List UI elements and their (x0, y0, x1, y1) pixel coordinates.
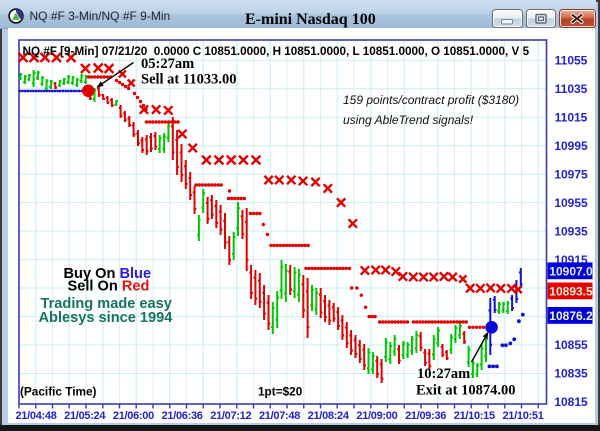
svg-text:10907.0: 10907.0 (549, 265, 593, 279)
svg-text:10876.2: 10876.2 (549, 309, 593, 323)
svg-text:21/06:36: 21/06:36 (162, 410, 203, 422)
svg-text:Buy On Blue: Buy On Blue (64, 266, 152, 282)
svg-text:using AbleTrend signals!: using AbleTrend signals! (343, 113, 474, 127)
svg-text:Ablesys since 1994: Ablesys since 1994 (39, 310, 174, 326)
svg-text:10935: 10935 (554, 224, 588, 238)
svg-text:10835: 10835 (554, 367, 588, 381)
svg-text:10893.5: 10893.5 (549, 285, 593, 299)
svg-text:05:27am: 05:27am (141, 56, 194, 72)
svg-text:21/10:15: 21/10:15 (454, 410, 495, 422)
svg-text:10:27am: 10:27am (417, 366, 470, 382)
svg-text:21/07:48: 21/07:48 (259, 410, 300, 422)
svg-text:Exit at 10874.00: Exit at 10874.00 (416, 383, 515, 399)
svg-text:21/10:51: 21/10:51 (502, 410, 543, 422)
svg-text:21/05:24: 21/05:24 (64, 410, 106, 422)
svg-text:NQ #F [9-Min] 07/21/20 0.0000: NQ #F [9-Min] 07/21/20 0.0000 C 10851.00… (23, 45, 530, 58)
svg-text:10975: 10975 (554, 167, 588, 181)
svg-text:21/09:36: 21/09:36 (405, 410, 446, 422)
svg-text:21/06:00: 21/06:00 (113, 410, 154, 422)
svg-text:10995: 10995 (554, 139, 588, 153)
svg-text:10955: 10955 (554, 196, 588, 210)
svg-text:159 points/contract profit ($3: 159 points/contract profit ($3180) (343, 93, 519, 107)
svg-text:Sell at 11033.00: Sell at 11033.00 (141, 72, 236, 88)
svg-text:21/04:48: 21/04:48 (15, 410, 56, 422)
svg-text:1pt=$20: 1pt=$20 (258, 385, 303, 399)
svg-text:10855: 10855 (554, 338, 588, 352)
svg-text:21/08:24: 21/08:24 (308, 410, 350, 422)
svg-text:11015: 11015 (555, 110, 588, 124)
svg-text:11055: 11055 (555, 53, 588, 67)
svg-text:Sell On Red: Sell On Red (68, 279, 150, 295)
svg-text:11035: 11035 (555, 82, 588, 96)
svg-text:21/07:12: 21/07:12 (210, 410, 251, 422)
svg-text:10815: 10815 (554, 395, 588, 409)
svg-text:Trading made easy: Trading made easy (41, 296, 173, 312)
svg-text:21/09:00: 21/09:00 (356, 410, 397, 422)
svg-text:(Pacific Time): (Pacific Time) (20, 385, 97, 399)
